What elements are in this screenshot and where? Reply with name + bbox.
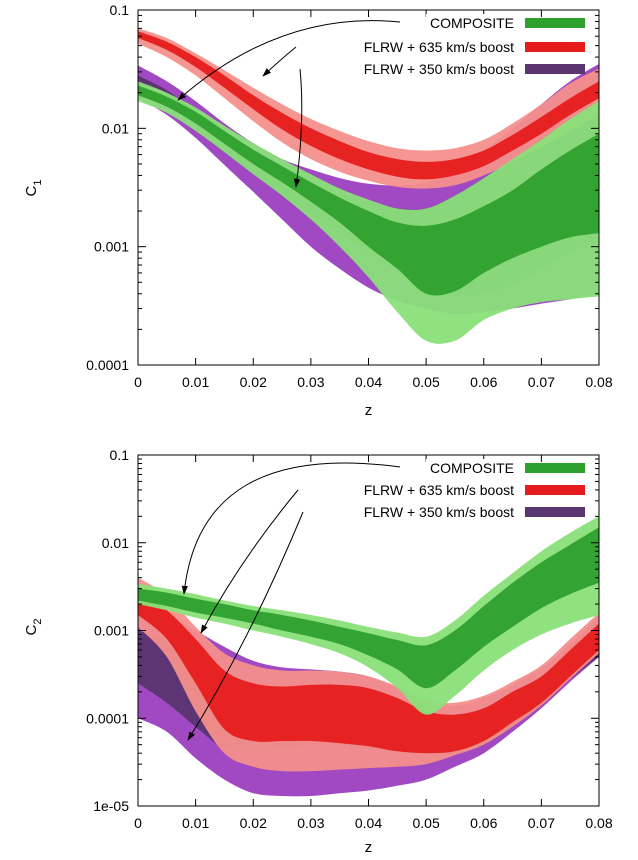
x-axis-title: z [365, 402, 373, 419]
x-tick-label: 0.04 [355, 815, 382, 831]
legend-label-background [359, 481, 519, 499]
legend-label: FLRW + 350 km/s boost [364, 61, 514, 77]
x-tick-label: 0.08 [585, 815, 612, 831]
annotation-arrow [200, 489, 299, 634]
legend-swatch [525, 463, 585, 473]
series-composite-inner-band [138, 85, 599, 296]
legend-label: FLRW + 635 km/s boost [364, 39, 514, 55]
annotation-arrow [187, 511, 304, 741]
series-flrw-635-km-s-boost-outer-band [138, 28, 599, 189]
x-tick-label: 0 [134, 374, 142, 390]
y-tick-label: 0.001 [94, 623, 129, 639]
plot-area [138, 516, 599, 797]
x-tick-label: 0.07 [528, 815, 555, 831]
legend-label: COMPOSITE [430, 15, 514, 31]
legend-label-background [425, 459, 518, 477]
x-tick-label: 0.01 [182, 374, 209, 390]
annotation-arrow [293, 68, 303, 188]
x-tick-label: 0.04 [355, 374, 382, 390]
y-axis-title-subscript: 2 [32, 619, 44, 625]
y-tick-label: 0.1 [110, 2, 130, 18]
series-flrw-635-km-s-boost-inner-band [138, 591, 599, 754]
y-tick-label: 0.01 [102, 535, 129, 551]
x-tick-label: 0.05 [413, 374, 440, 390]
y-axis-title: C1 [23, 180, 44, 197]
series-composite-outer-band [138, 516, 599, 715]
legend-swatch [525, 507, 585, 517]
x-tick-label: 0.02 [240, 374, 267, 390]
legend-label-background [359, 60, 519, 78]
legend-label-background [359, 38, 519, 56]
legend-label: FLRW + 635 km/s boost [364, 482, 514, 498]
legend-label-background [425, 14, 518, 32]
x-tick-label: 0.06 [470, 374, 497, 390]
y-tick-label: 0.1 [110, 447, 130, 463]
y-axis-title: C2 [23, 619, 44, 636]
y-axis-title-main: C [23, 624, 40, 635]
chart-c2: 0 0.01 0.02 0.03 0.04 0.05 0.06 0.07 0.08 1e-05 0.… [23, 447, 613, 856]
legend-label: FLRW + 350 km/s boost [364, 504, 514, 520]
x-tick-label: 0.07 [528, 374, 555, 390]
legend-swatch [525, 485, 585, 495]
plot-area [138, 28, 599, 344]
annotation-arrow [181, 462, 401, 595]
legend-swatch [525, 64, 585, 74]
legend-label: COMPOSITE [430, 460, 514, 476]
x-tick-label: 0.05 [413, 815, 440, 831]
x-tick-label: 0.03 [297, 815, 324, 831]
annotation-arrow [262, 46, 297, 77]
x-tick-label: 0.06 [470, 815, 497, 831]
x-tick-label: 0.03 [297, 374, 324, 390]
x-tick-label: 0.01 [182, 815, 209, 831]
y-axis-title-subscript: 1 [32, 180, 44, 186]
y-tick-label: 0.001 [94, 239, 129, 255]
x-axis-title: z [365, 839, 373, 856]
y-axis-title-main: C [23, 185, 40, 196]
x-tick-label: 0.02 [240, 815, 267, 831]
y-tick-label: 0.0001 [86, 710, 129, 726]
legend-swatch [525, 42, 585, 52]
legend-label-background [359, 503, 519, 521]
chart-c1: 0 0.01 0.02 0.03 0.04 0.05 0.06 0.07 0.08 0.0001 0… [23, 2, 613, 419]
x-tick-label: 0.08 [585, 374, 612, 390]
annotation-arrow [177, 20, 401, 101]
y-tick-label: 0.01 [102, 120, 129, 136]
series-composite-inner-band [138, 527, 599, 689]
y-tick-label: 1e-05 [93, 798, 129, 814]
x-tick-label: 0 [134, 815, 142, 831]
y-tick-label: 0.0001 [86, 357, 129, 373]
legend-swatch [525, 18, 585, 28]
